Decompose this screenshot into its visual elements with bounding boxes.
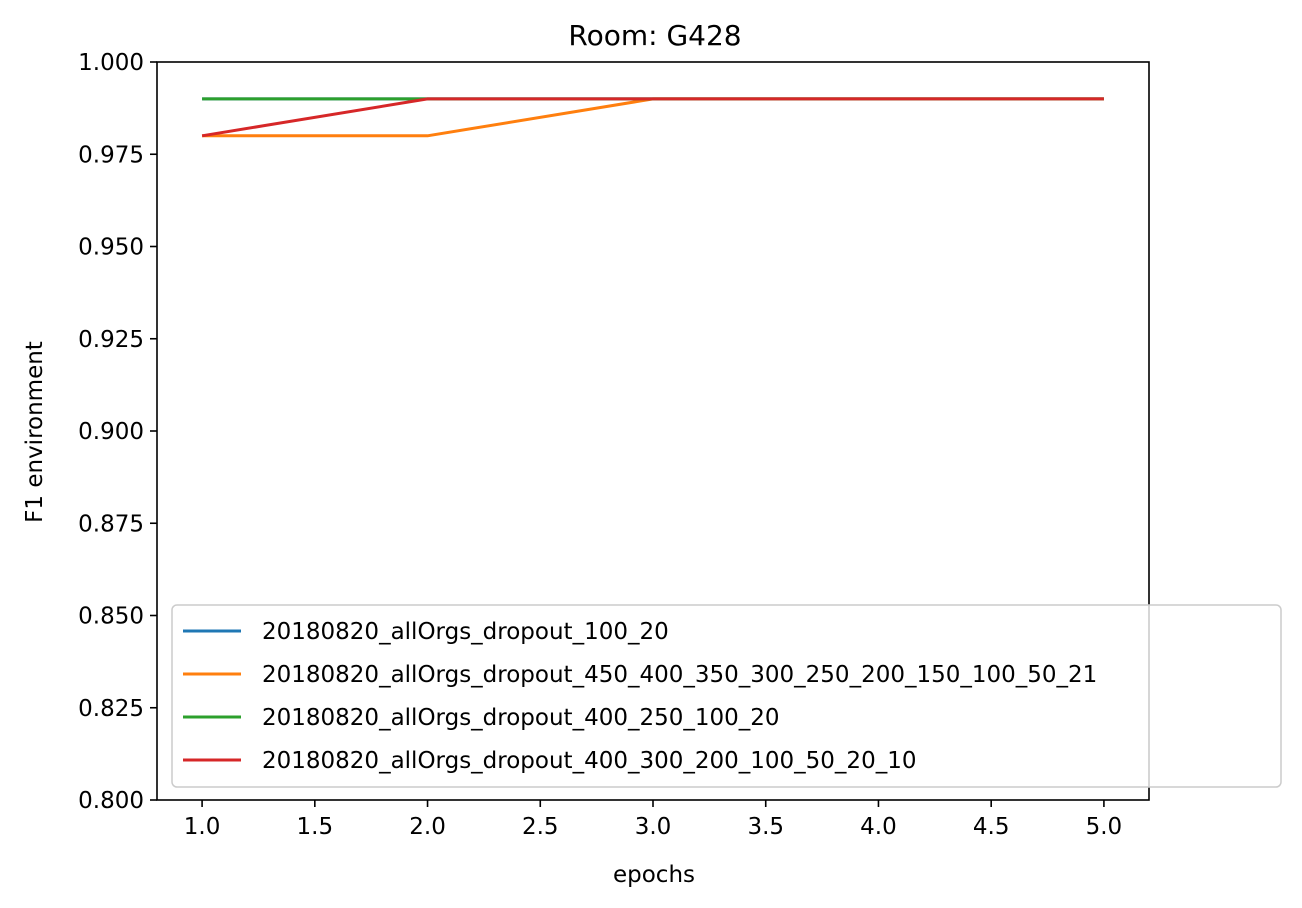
x-tick-label: 3.5	[747, 814, 784, 840]
x-tick-label: 4.5	[973, 814, 1010, 840]
x-tick-label: 5.0	[1086, 814, 1123, 840]
y-tick-label: 0.950	[78, 235, 144, 261]
y-tick-label: 0.900	[78, 419, 144, 445]
x-axis: 1.0 1.5 2.0 2.5 3.0 3.5 4.0 4.5 5.0	[184, 800, 1122, 840]
legend-box	[171, 604, 1282, 788]
x-tick-label: 3.0	[635, 814, 672, 840]
x-tick-label: 1.5	[297, 814, 334, 840]
y-tick-label: 0.975	[78, 142, 144, 168]
y-tick-label: 0.925	[78, 327, 144, 353]
y-axis-title: F1 environment	[22, 341, 48, 523]
x-tick-label: 4.0	[860, 814, 897, 840]
y-tick-label: 1.000	[78, 50, 144, 76]
y-tick-label: 0.875	[78, 511, 144, 537]
legend-label-4: 20180820_allOrgs_dropout_400_300_200_100…	[262, 748, 916, 774]
y-axis: 0.800 0.825 0.850 0.875 0.900 0.925 0.950 0.975…	[78, 50, 157, 814]
x-axis-title: epochs	[613, 862, 695, 888]
x-tick-label: 2.5	[522, 814, 559, 840]
x-tick-label: 1.0	[184, 814, 221, 840]
series-line-4	[201, 97, 1104, 138]
legend-label-1: 20180820_allOrgs_dropout_100_20	[262, 619, 669, 645]
x-tick-label: 2.0	[409, 814, 446, 840]
y-tick-label: 0.850	[78, 604, 144, 630]
series-line-2	[202, 97, 1104, 138]
legend-label-2: 20180820_allOrgs_dropout_450_400_350_300…	[262, 662, 1097, 688]
y-tick-label: 0.800	[78, 788, 144, 814]
legend: 20180820_allOrgs_dropout_100_20 20180820_…	[171, 604, 1282, 788]
chart-title: Room: G428	[568, 19, 741, 52]
legend-label-3: 20180820_allOrgs_dropout_400_250_100_20	[262, 705, 780, 731]
y-tick-label: 0.825	[78, 696, 144, 722]
